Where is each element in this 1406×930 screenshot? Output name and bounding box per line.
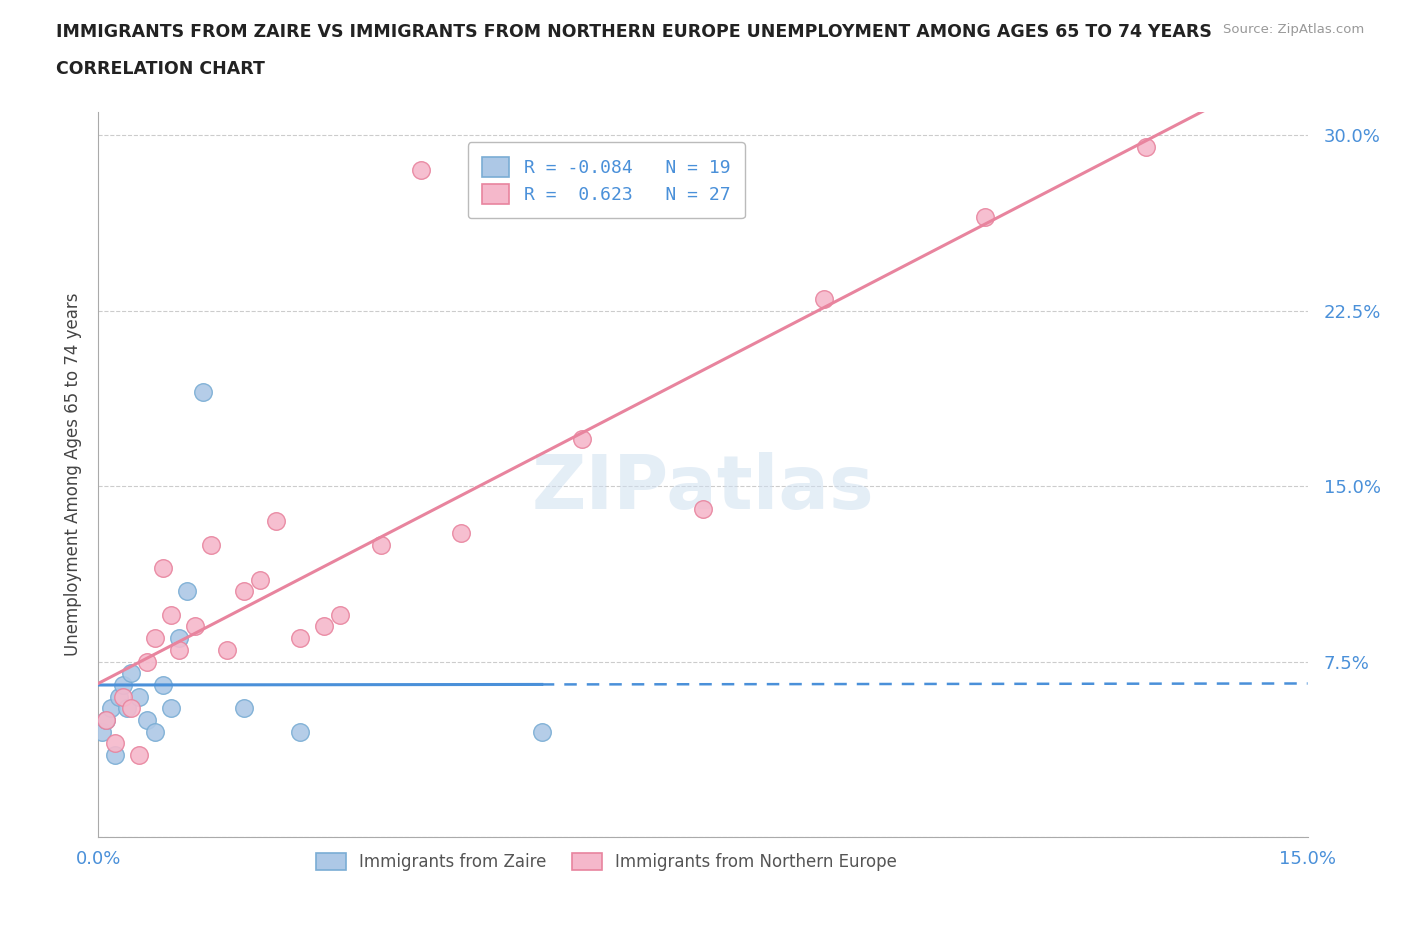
Point bbox=[974, 209, 997, 224]
Point bbox=[152, 677, 174, 692]
Point bbox=[91, 724, 114, 739]
Point bbox=[100, 701, 122, 716]
Point bbox=[217, 643, 239, 658]
Point bbox=[184, 619, 207, 634]
Point bbox=[160, 701, 183, 716]
Point bbox=[152, 561, 174, 576]
Point bbox=[96, 712, 118, 727]
Point bbox=[288, 724, 311, 739]
Point bbox=[450, 525, 472, 540]
Point bbox=[111, 677, 134, 692]
Point bbox=[96, 712, 118, 727]
Point bbox=[115, 701, 138, 716]
Point bbox=[193, 385, 215, 400]
Point bbox=[370, 537, 392, 551]
Point bbox=[120, 666, 142, 681]
Point bbox=[692, 502, 714, 517]
Text: ZIPatlas: ZIPatlas bbox=[531, 452, 875, 525]
Point bbox=[232, 584, 254, 599]
Point bbox=[103, 748, 125, 763]
Point bbox=[571, 432, 593, 446]
Text: IMMIGRANTS FROM ZAIRE VS IMMIGRANTS FROM NORTHERN EUROPE UNEMPLOYMENT AMONG AGES: IMMIGRANTS FROM ZAIRE VS IMMIGRANTS FROM… bbox=[56, 23, 1212, 41]
Point bbox=[111, 689, 134, 704]
Point bbox=[120, 701, 142, 716]
Point bbox=[128, 748, 150, 763]
Point bbox=[314, 619, 336, 634]
Y-axis label: Unemployment Among Ages 65 to 74 years: Unemployment Among Ages 65 to 74 years bbox=[63, 293, 82, 656]
Point bbox=[409, 163, 432, 178]
Point bbox=[249, 572, 271, 587]
Point bbox=[143, 631, 166, 645]
Point bbox=[103, 736, 125, 751]
Point bbox=[232, 701, 254, 716]
Point bbox=[135, 712, 157, 727]
Point bbox=[329, 607, 352, 622]
Text: CORRELATION CHART: CORRELATION CHART bbox=[56, 60, 266, 78]
Point bbox=[1135, 140, 1157, 154]
Legend: Immigrants from Zaire, Immigrants from Northern Europe: Immigrants from Zaire, Immigrants from N… bbox=[308, 844, 905, 880]
Point bbox=[176, 584, 198, 599]
Point bbox=[160, 607, 183, 622]
Point bbox=[200, 537, 222, 551]
Point bbox=[143, 724, 166, 739]
Point bbox=[107, 689, 129, 704]
Text: Source: ZipAtlas.com: Source: ZipAtlas.com bbox=[1223, 23, 1364, 36]
Point bbox=[135, 654, 157, 669]
Point bbox=[167, 643, 190, 658]
Point bbox=[288, 631, 311, 645]
Point bbox=[128, 689, 150, 704]
Point bbox=[813, 291, 835, 306]
Point bbox=[167, 631, 190, 645]
Point bbox=[264, 513, 287, 528]
Point bbox=[530, 724, 553, 739]
